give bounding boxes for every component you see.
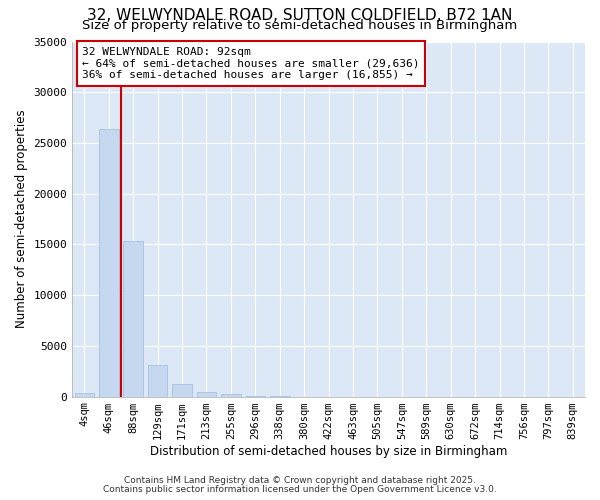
Y-axis label: Number of semi-detached properties: Number of semi-detached properties xyxy=(15,110,28,328)
X-axis label: Distribution of semi-detached houses by size in Birmingham: Distribution of semi-detached houses by … xyxy=(150,444,507,458)
Bar xyxy=(148,365,167,396)
Text: Size of property relative to semi-detached houses in Birmingham: Size of property relative to semi-detach… xyxy=(82,19,518,32)
Bar xyxy=(99,128,119,396)
Text: Contains HM Land Registry data © Crown copyright and database right 2025.: Contains HM Land Registry data © Crown c… xyxy=(124,476,476,485)
Bar xyxy=(124,242,143,396)
Text: 32, WELWYNDALE ROAD, SUTTON COLDFIELD, B72 1AN: 32, WELWYNDALE ROAD, SUTTON COLDFIELD, B… xyxy=(88,8,512,22)
Text: 32 WELWYNDALE ROAD: 92sqm
← 64% of semi-detached houses are smaller (29,636)
36%: 32 WELWYNDALE ROAD: 92sqm ← 64% of semi-… xyxy=(82,47,420,80)
Bar xyxy=(172,384,192,396)
Bar xyxy=(221,394,241,396)
Bar xyxy=(197,392,216,396)
Text: Contains public sector information licensed under the Open Government Licence v3: Contains public sector information licen… xyxy=(103,485,497,494)
Bar xyxy=(74,392,94,396)
